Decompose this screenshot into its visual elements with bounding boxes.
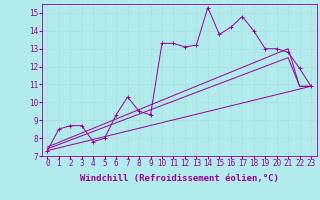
X-axis label: Windchill (Refroidissement éolien,°C): Windchill (Refroidissement éolien,°C)	[80, 174, 279, 183]
